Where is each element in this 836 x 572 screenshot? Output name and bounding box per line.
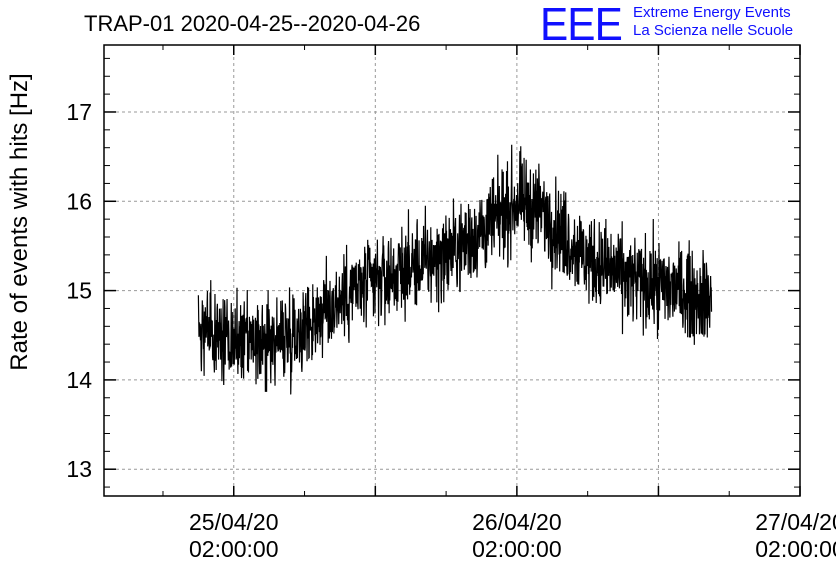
- logo-line-1: Extreme Energy Events: [633, 4, 791, 21]
- eee-logo-text: Extreme Energy Events La Scienza nelle S…: [633, 4, 793, 40]
- series-layer: [197, 144, 713, 395]
- tick-labels: 131415161725/04/2002:00:0026/04/2002:00:…: [66, 99, 836, 562]
- y-tick-label: 15: [66, 278, 92, 304]
- y-axis-label: Rate of events with hits [Hz]: [6, 73, 33, 370]
- x-tick-label-time: 02:00:00: [755, 536, 836, 562]
- eee-logo-mark: EEE: [540, 0, 623, 50]
- x-tick-label-date: 25/04/20: [189, 509, 279, 535]
- x-tick-label-date: 27/04/20: [755, 509, 836, 535]
- y-tick-label: 17: [66, 99, 92, 125]
- y-tick-label: 16: [66, 188, 92, 214]
- x-tick-label-time: 02:00:00: [189, 536, 279, 562]
- chart-title: TRAP-01 2020-04-25--2020-04-26: [84, 11, 420, 36]
- x-tick-label-time: 02:00:00: [472, 536, 562, 562]
- ticks: [104, 45, 801, 496]
- series-line: [197, 144, 713, 395]
- y-tick-label: 13: [66, 456, 92, 482]
- grid: [104, 45, 801, 496]
- eee-logo: EEE Extreme Energy Events La Scienza nel…: [540, 0, 793, 50]
- plot-frame: [103, 44, 801, 497]
- x-tick-label-date: 26/04/20: [472, 509, 562, 535]
- y-tick-label: 14: [66, 367, 92, 393]
- logo-line-2: La Scienza nelle Scuole: [633, 22, 794, 39]
